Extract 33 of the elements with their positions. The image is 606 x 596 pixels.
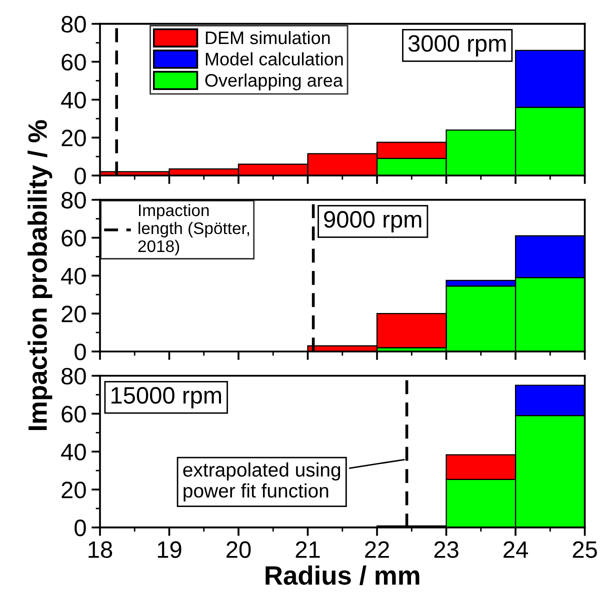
x-tick-label: 25 — [572, 541, 597, 558]
x-tick-label: 21 — [296, 541, 320, 558]
y-tick-label: 80 — [62, 16, 86, 33]
x-tick-label: 19 — [158, 541, 182, 558]
y-tick-label: 20 — [62, 306, 86, 322]
x-tick-label: 20 — [226, 541, 251, 558]
x-tick-label: 24 — [504, 541, 528, 558]
ref-line-label: Impaction length (Spötter, 2018) — [138, 204, 250, 256]
y-tick-label: 60 — [62, 54, 86, 71]
y-tick-label: 20 — [62, 482, 86, 498]
annotation: 9000 rpm — [324, 211, 422, 232]
annotation: 15000 rpm — [111, 387, 222, 408]
y-tick-label: 80 — [62, 192, 86, 209]
annotation: 3000 rpm — [408, 35, 506, 56]
y-tick-label: 40 — [61, 92, 86, 108]
y-tick-label: 0 — [74, 168, 86, 184]
y-tick-label: 60 — [62, 230, 86, 247]
x-tick-label: 23 — [434, 541, 458, 558]
y-axis-title: Impaction probability / % — [28, 120, 52, 430]
y-tick-label: 0 — [74, 344, 86, 360]
y-tick-label: 80 — [62, 368, 86, 385]
x-tick-label: 18 — [88, 541, 112, 558]
y-tick-label: 40 — [61, 444, 86, 460]
y-tick-label: 60 — [62, 406, 86, 422]
y-tick-label: 0 — [74, 520, 86, 536]
legend-label: Overlapping area — [205, 74, 343, 90]
legend-label: DEM simulation — [206, 30, 330, 44]
x-axis-title: Radius / mm — [266, 565, 420, 586]
x-tick-label: 22 — [365, 541, 389, 558]
legend-label: Model calculation — [206, 52, 343, 66]
y-tick-label: 40 — [61, 268, 86, 284]
y-tick-label: 20 — [62, 130, 86, 146]
annotation: extrapolated using power fit function — [183, 462, 340, 502]
